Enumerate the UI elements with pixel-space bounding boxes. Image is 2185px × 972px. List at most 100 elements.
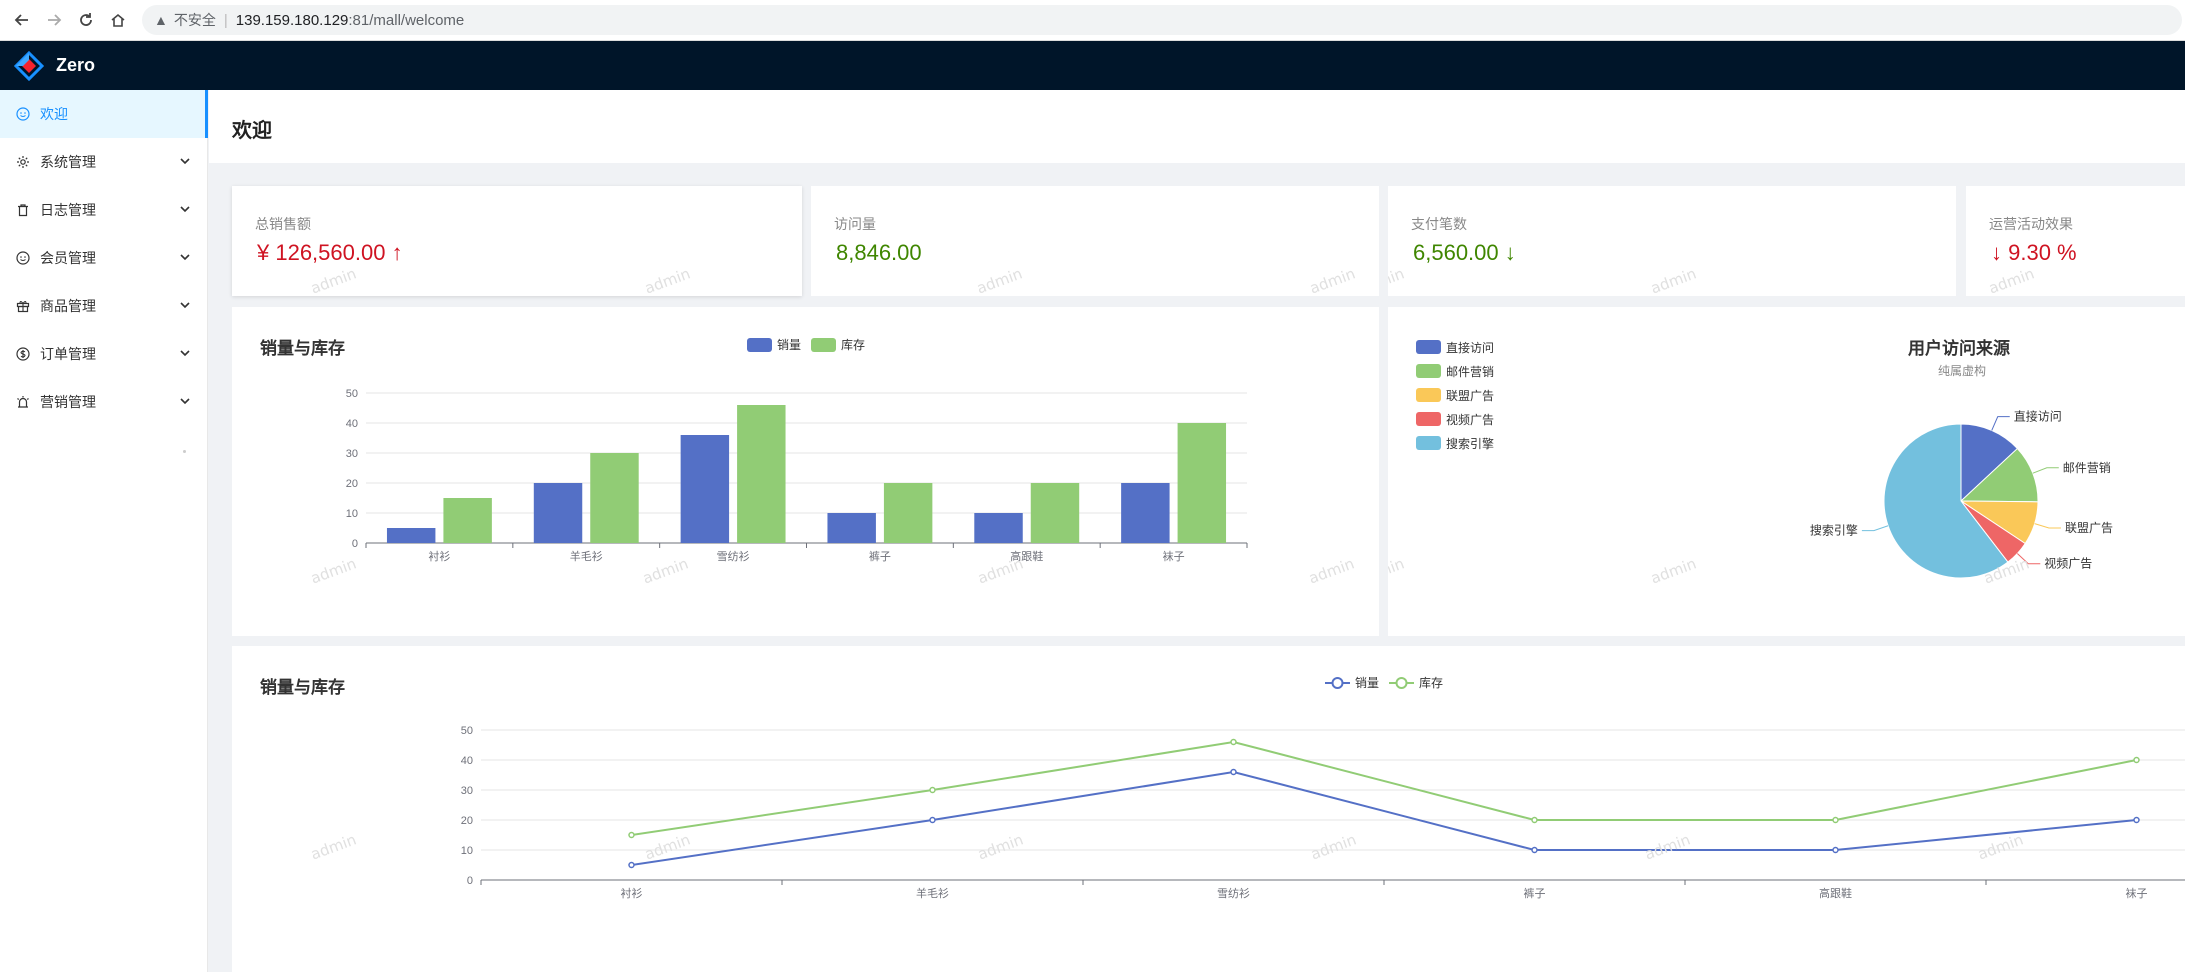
- sidebar-item-label: 营销管理: [40, 394, 96, 410]
- x-tick-label: 高跟鞋: [1819, 886, 1852, 900]
- stat-label: 总销售额: [255, 216, 311, 232]
- sidebar-item-goods[interactable]: 商品管理: [0, 282, 207, 330]
- legend-item[interactable]: 直接访问: [1416, 335, 1494, 359]
- legend-label: 库存: [841, 338, 866, 352]
- watermark: admin: [1648, 264, 1699, 296]
- stat-card-operation: 运营活动效果 ↓ 9.30 % admin: [1966, 186, 2185, 296]
- bar-sales: [1121, 483, 1170, 543]
- legend-item[interactable]: 视频广告: [1416, 407, 1494, 431]
- sidebar-item-system[interactable]: 系统管理: [0, 138, 207, 186]
- legend-label: 销量: [777, 338, 802, 352]
- bar-stock: [883, 483, 933, 543]
- url-path: :81/mall/welcome: [348, 11, 465, 29]
- y-tick-label: 10: [461, 845, 473, 857]
- pie-slice: [1960, 423, 2019, 503]
- chevron-down-icon: [180, 350, 190, 357]
- sidebar-item-welcome[interactable]: 欢迎: [0, 90, 208, 138]
- arrow-up-icon: ↑: [391, 240, 403, 265]
- insecure-label: 不安全: [173, 12, 216, 28]
- legend-item[interactable]: 邮件营销: [1416, 359, 1494, 383]
- back-button[interactable]: [6, 4, 38, 36]
- legend-label: 视频广告: [1446, 412, 1495, 427]
- y-tick-label: 0: [467, 875, 473, 887]
- watermark: admin: [1307, 264, 1358, 296]
- sidebar-item-label: 日志管理: [40, 202, 96, 218]
- bar-sales: [974, 513, 1023, 543]
- app-name: Zero: [56, 55, 96, 75]
- legend-swatch: [811, 337, 837, 352]
- y-tick-label: 30: [461, 785, 473, 797]
- legend-item[interactable]: 联盟广告: [1416, 383, 1494, 407]
- gear-icon: [16, 155, 30, 169]
- sidebar-item-marketing[interactable]: 营销管理: [0, 378, 207, 426]
- dollar-icon: [16, 347, 30, 361]
- pie-label-line: [2016, 553, 2041, 565]
- chart-subtitle: 纯属虚构: [1938, 364, 1987, 378]
- bar-stock: [737, 405, 786, 543]
- reload-button[interactable]: [70, 4, 102, 36]
- stat-value: 6,560.00 ↓: [1413, 240, 1516, 266]
- legend-swatch: [1325, 676, 1350, 689]
- gift-icon: [16, 299, 30, 313]
- bar-chart-card: 销量与库存 销量 库存 0 10 20 30 40 50 衬衫 羊毛衫 雪纺衫 裤子 高跟鞋 袜子 a…: [232, 307, 1379, 636]
- legend-label: 邮件营销: [1446, 364, 1495, 379]
- warning-icon: ▲: [154, 12, 168, 28]
- legend-item[interactable]: 库存: [1389, 674, 1443, 691]
- address-bar[interactable]: ▲ 不安全 | 139.159.180.129:81/mall/welcome: [142, 5, 2182, 35]
- legend-item[interactable]: 销量: [1325, 674, 1379, 691]
- series-line-stock: [631, 740, 2137, 836]
- home-button[interactable]: [102, 4, 134, 36]
- bar-chart: 0 10 20 30 40 50 衬衫 羊毛衫 雪纺衫 裤子 高跟鞋 袜子: [346, 388, 1248, 563]
- x-tick-label: 高跟鞋: [1010, 549, 1043, 563]
- bar-sales: [827, 513, 876, 543]
- stat-card-payments: 支付笔数 6,560.00 ↓ admin admin: [1388, 186, 1956, 296]
- alarm-icon: [16, 395, 30, 409]
- y-tick-label: 30: [346, 448, 358, 460]
- forward-button[interactable]: [38, 4, 70, 36]
- data-point: [1230, 738, 1237, 746]
- chart-legend: 销量 库存: [1325, 674, 1453, 691]
- y-tick-label: 40: [461, 755, 473, 767]
- legend-label: 联盟广告: [1446, 388, 1495, 403]
- smile-icon: [16, 251, 30, 265]
- x-tick-label: 衬衫: [621, 887, 643, 900]
- chart-title: 销量与库存: [260, 339, 345, 358]
- data-point: [628, 861, 635, 869]
- x-tick-label: 雪纺衫: [717, 549, 750, 563]
- app-header: Zero: [0, 41, 2185, 90]
- home-icon: [111, 13, 125, 27]
- logo-icon: [14, 50, 44, 81]
- data-point: [929, 786, 936, 794]
- chevron-down-icon: [180, 158, 190, 165]
- legend-label: 搜索引擎: [1446, 436, 1495, 451]
- legend-item-sales[interactable]: 销量: [747, 336, 801, 353]
- legend-label: 库存: [1419, 676, 1444, 690]
- data-point: [929, 816, 936, 824]
- sidebar-item-label: 欢迎: [40, 106, 68, 122]
- data-point: [1531, 816, 1538, 824]
- stat-card-total-sales: 总销售额 ¥ 126,560.00 ↑ admin admin: [232, 186, 802, 296]
- legend-label: 直接访问: [1446, 340, 1495, 355]
- url-host: 139.159.180.129: [235, 11, 349, 29]
- watermark: admin: [642, 264, 693, 296]
- pie-slice: [1959, 447, 2039, 503]
- sidebar-item-label: 商品管理: [40, 298, 96, 314]
- data-point: [628, 831, 635, 839]
- data-point: [2133, 816, 2140, 824]
- sidebar-item-order[interactable]: 订单管理: [0, 330, 207, 378]
- trash-icon: [16, 203, 30, 217]
- sidebar-item-log[interactable]: 日志管理: [0, 186, 207, 234]
- data-point: [1230, 768, 1237, 776]
- watermark: admin: [308, 264, 359, 296]
- stat-value: ¥ 126,560.00 ↑: [257, 240, 403, 266]
- bar-sales: [386, 528, 436, 543]
- pie-label-line: [2032, 467, 2059, 474]
- bar-stock: [590, 453, 639, 543]
- legend-item[interactable]: 搜索引擎: [1416, 431, 1494, 455]
- legend-item-stock[interactable]: 库存: [811, 336, 865, 353]
- y-tick-label: 20: [346, 478, 358, 490]
- arrow-left-icon: [14, 14, 28, 26]
- chart-title: 销量与库存: [260, 678, 345, 697]
- sidebar-item-member[interactable]: 会员管理: [0, 234, 207, 282]
- arrow-down-icon: ↓: [1504, 240, 1516, 265]
